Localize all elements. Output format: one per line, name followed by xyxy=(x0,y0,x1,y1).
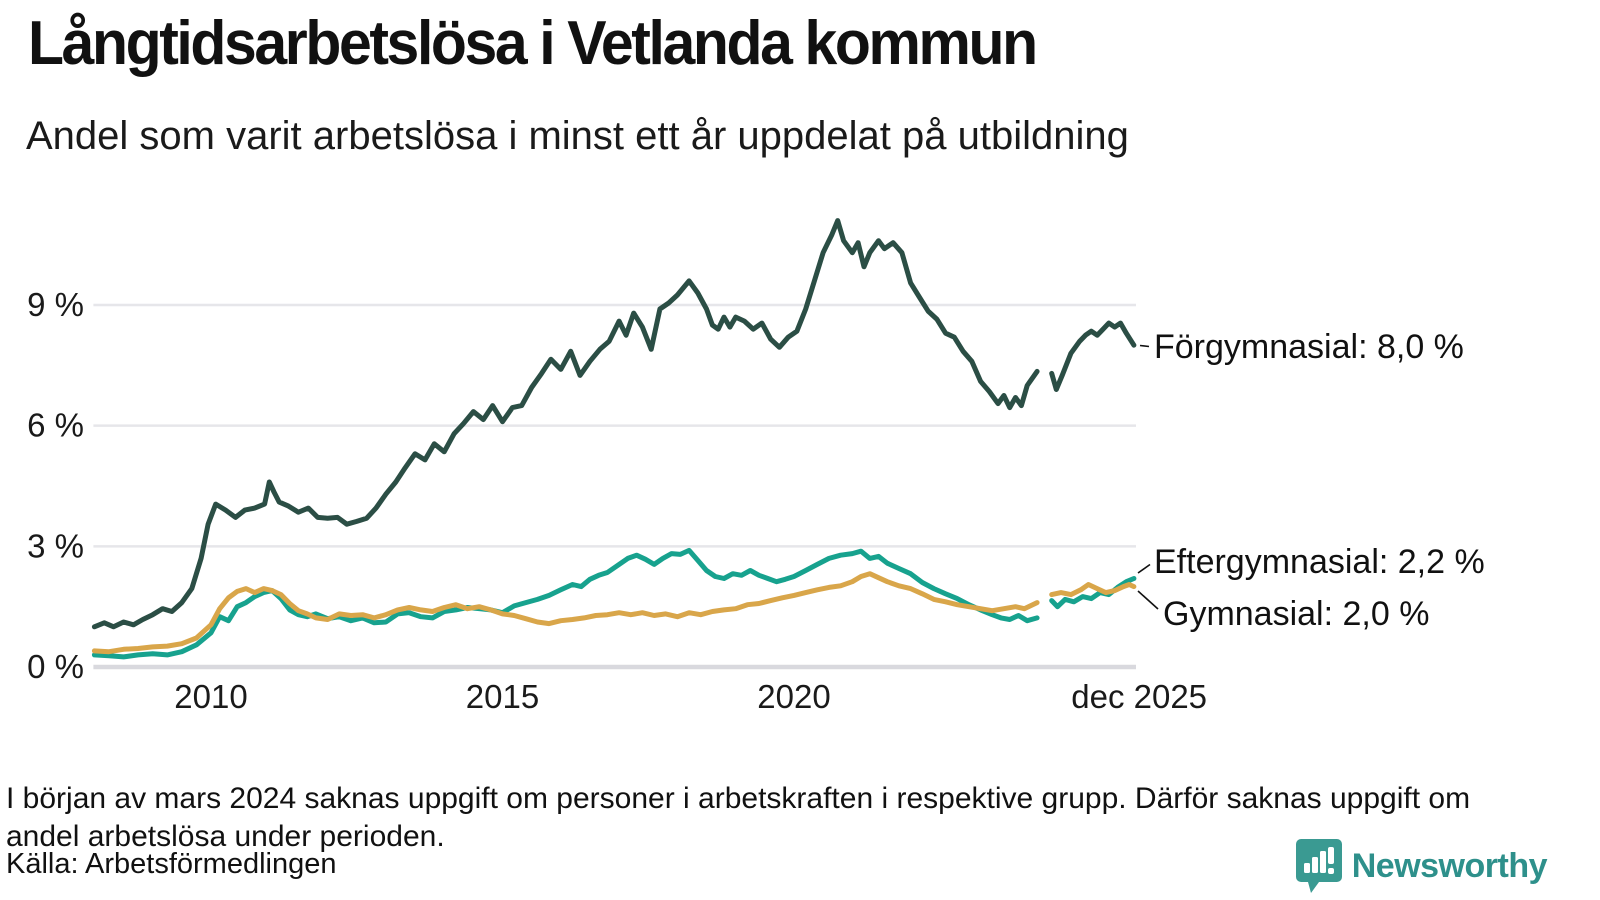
gridlines xyxy=(93,303,1136,670)
footnote-text: I början av mars 2024 saknas uppgift om … xyxy=(6,782,1471,853)
newsworthy-logo: Newsworthy xyxy=(1295,838,1548,894)
source-label: Källa: Arbetsförmedlingen xyxy=(6,848,337,880)
y-tick-label: 6 % xyxy=(27,407,84,444)
x-tick-label: dec 2025 xyxy=(1071,678,1207,715)
series-end-label-eftergymnasial: Eftergymnasial: 2,2 % xyxy=(1154,543,1485,581)
x-axis-tick-labels: 2010 2015 2020 dec 2025 xyxy=(174,678,1207,715)
chart-title: Långtidsarbetslösa i Vetlanda kommun xyxy=(28,9,1038,78)
newsworthy-pin-icon xyxy=(1295,839,1342,893)
y-axis-tick-labels: 0 % 3 % 6 % 9 % xyxy=(27,286,84,685)
series-end-labels: Förgymnasial: 8,0 % Eftergymnasial: 2,2 %… xyxy=(1137,328,1485,633)
leader-line-förgymnasial xyxy=(1139,344,1150,348)
y-tick-label: 0 % xyxy=(27,648,84,685)
series-line-gymnasial xyxy=(91,571,1137,655)
leader-line-gymnasial xyxy=(1137,590,1159,610)
leader-line-eftergymnasial xyxy=(1137,563,1151,574)
series-end-label-gymnasial: Gymnasial: 2,0 % xyxy=(1163,595,1429,633)
series-line-förgymnasial xyxy=(91,218,1137,630)
x-tick-label: 2015 xyxy=(466,678,539,715)
y-tick-label: 3 % xyxy=(27,527,84,564)
x-tick-label: 2020 xyxy=(757,678,830,715)
y-tick-label: 9 % xyxy=(27,286,84,323)
newsworthy-wordmark: Newsworthy xyxy=(1351,846,1548,885)
series-line-eftergymnasial xyxy=(91,547,1137,660)
series-end-label-förgymnasial: Förgymnasial: 8,0 % xyxy=(1154,328,1464,366)
x-tick-label: 2010 xyxy=(174,678,247,715)
chart-subtitle: Andel som varit arbetslösa i minst ett å… xyxy=(26,114,1129,158)
